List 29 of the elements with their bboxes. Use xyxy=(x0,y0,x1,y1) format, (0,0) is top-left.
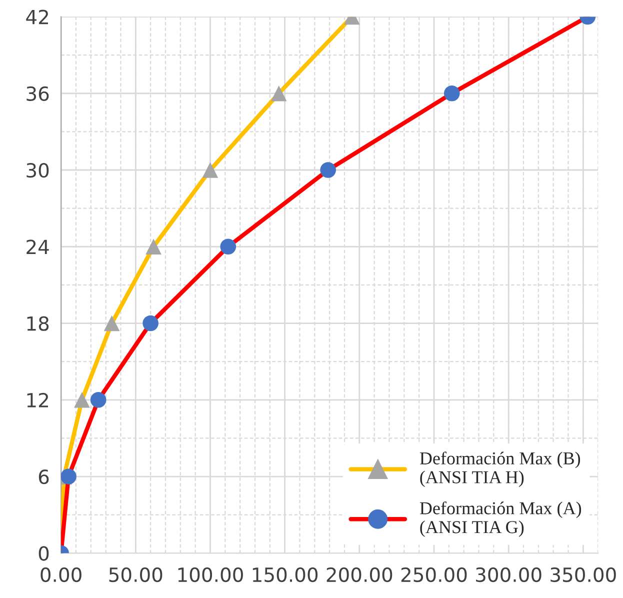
y-tick-label: 36 xyxy=(26,86,49,102)
y-tick-label: 30 xyxy=(26,162,49,178)
point xyxy=(142,315,158,332)
point xyxy=(90,392,106,408)
point xyxy=(320,162,336,178)
x-tick-label: 50.00 xyxy=(109,567,162,582)
y-tick-label: 24 xyxy=(26,240,49,254)
point xyxy=(74,392,90,408)
x-tick-label: 250.00 xyxy=(401,567,467,582)
x-tick-label: 350.00 xyxy=(550,567,616,582)
x-tick-label: 100.00 xyxy=(178,567,243,582)
point xyxy=(444,85,460,102)
point xyxy=(61,468,76,484)
x-tick-label: 300.00 xyxy=(476,567,542,582)
point xyxy=(202,162,218,178)
x-tick-label: 0.00 xyxy=(40,567,82,582)
y-tick-label: 42 xyxy=(26,10,48,24)
legend-label: Deformación Max (A) (ANSI TIA G) xyxy=(420,501,582,537)
y-tick-label: 6 xyxy=(38,469,49,484)
point xyxy=(220,238,236,255)
point xyxy=(270,85,287,102)
y-tick-label: 0 xyxy=(38,546,49,561)
x-tick-label: 200.00 xyxy=(326,567,392,582)
legend-label: Deformación Max (B) (ANSI TIA H) xyxy=(420,452,580,488)
x-tick-label: 150.00 xyxy=(252,567,318,582)
y-tick-label: 12 xyxy=(27,392,48,408)
point xyxy=(146,238,162,255)
point xyxy=(104,315,120,332)
y-tick-label: 18 xyxy=(27,316,49,331)
